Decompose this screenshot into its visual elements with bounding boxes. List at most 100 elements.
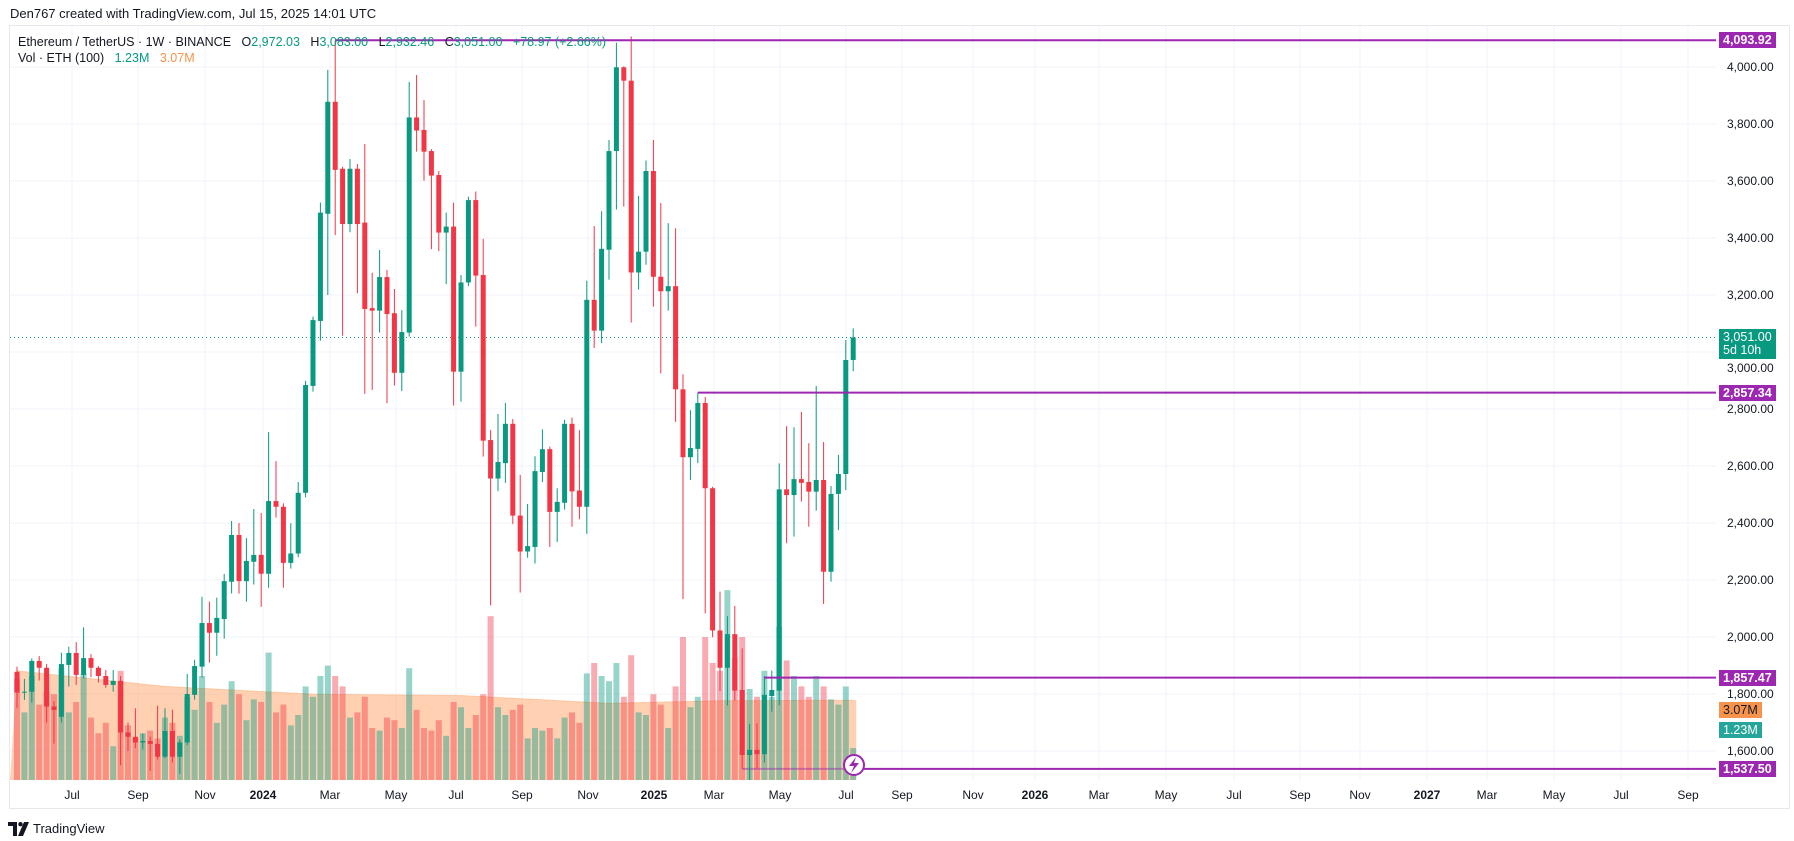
time-tick-label: Mar	[319, 788, 341, 802]
candle-body	[132, 736, 138, 743]
candle-body	[44, 667, 50, 707]
price-tick-label: 3,600.00	[1727, 174, 1774, 188]
price-tick-label: 3,800.00	[1727, 117, 1774, 131]
candle	[229, 521, 235, 594]
candle	[451, 202, 457, 406]
price-tick-label: 2,600.00	[1727, 459, 1774, 473]
candles	[10, 36, 1716, 780]
candle	[266, 432, 272, 588]
volume-bar	[391, 720, 398, 780]
candle	[421, 100, 427, 181]
candle	[391, 289, 397, 386]
candle-body	[532, 471, 538, 547]
candle	[66, 646, 72, 687]
candle	[51, 701, 57, 744]
level-price-badge: 2,857.34	[1719, 384, 1776, 401]
time-tick-label: Jul	[1613, 788, 1629, 802]
candle-body	[458, 282, 464, 372]
volume-bar	[191, 709, 198, 780]
candle-body	[192, 666, 198, 695]
volume-bar	[347, 717, 353, 780]
volume-ma-line	[16, 670, 854, 704]
time-tick-label: Nov	[194, 788, 216, 802]
candle	[280, 503, 286, 588]
candle	[103, 670, 109, 688]
candle-body	[36, 660, 42, 668]
footer-brand-text: TradingView	[33, 821, 105, 836]
candle-body	[354, 168, 360, 225]
candle	[36, 656, 42, 681]
candle-body	[525, 546, 531, 552]
lightning-alert-icon[interactable]	[843, 754, 865, 776]
horizontal-levels[interactable]	[335, 39, 1716, 770]
price-tick-label: 3,200.00	[1727, 288, 1774, 302]
footer-brand[interactable]: TradingView	[8, 821, 105, 836]
volume-bar	[36, 704, 43, 780]
volume-bar	[554, 738, 561, 780]
candle	[169, 709, 175, 763]
volume-bar	[783, 660, 790, 780]
price-tick-label: 2,000.00	[1727, 630, 1774, 644]
volume-bar	[398, 728, 405, 780]
candle	[258, 513, 264, 607]
volume-bar	[539, 730, 546, 780]
candle-body	[621, 67, 627, 81]
candle-body	[510, 423, 516, 516]
candle-body	[51, 706, 57, 710]
volume-bar	[80, 673, 87, 780]
volume-bar	[199, 676, 205, 780]
candle-body	[798, 479, 804, 483]
candle	[702, 397, 708, 614]
candle-body	[584, 299, 590, 507]
volume-bar	[310, 696, 316, 780]
chart-legend: Ethereum / TetherUS · 1W · BINANCE O2,97…	[18, 34, 606, 66]
legend-symbol[interactable]: Ethereum / TetherUS · 1W · BINANCE	[18, 35, 232, 49]
volume-bar	[73, 702, 80, 780]
volume-bar	[125, 725, 131, 780]
volume-bar	[694, 696, 701, 780]
candle-body	[710, 488, 716, 631]
candle-body	[732, 634, 738, 691]
candle	[488, 430, 494, 606]
candle-body	[451, 226, 457, 372]
volume-bar	[509, 709, 516, 780]
time-tick-label: Sep	[1289, 788, 1311, 802]
legend-low-label: L	[378, 35, 386, 49]
time-tick-label: Jul	[64, 788, 80, 802]
candle-body	[243, 560, 249, 582]
candle-body	[761, 694, 767, 755]
candle-body	[658, 276, 664, 292]
time-tick-label: Jul	[448, 788, 464, 802]
candle	[140, 733, 146, 750]
volume-bar	[428, 730, 435, 780]
candle-body	[673, 286, 679, 390]
candle	[791, 427, 797, 537]
price-tick-label: 2,800.00	[1727, 402, 1774, 416]
candle	[569, 417, 575, 527]
time-tick-label: Sep	[891, 788, 913, 802]
legend-volume-label[interactable]: Vol · ETH (100)	[18, 51, 105, 65]
candle-body	[650, 171, 656, 277]
candle	[288, 523, 294, 569]
candle	[273, 461, 279, 518]
candle	[406, 81, 412, 337]
candle	[125, 722, 131, 751]
volume-bar	[295, 715, 302, 780]
price-tick-label: 2,400.00	[1727, 516, 1774, 530]
candle	[184, 674, 190, 746]
candle-body	[465, 200, 471, 283]
time-tick-label: Nov	[577, 788, 599, 802]
time-tick-label: May	[1542, 788, 1566, 802]
candle-body	[591, 299, 597, 331]
candle-body	[288, 553, 294, 563]
legend-close: 3,051.00	[453, 35, 503, 49]
candle-body	[643, 171, 649, 252]
price-tick-label: 3,400.00	[1727, 231, 1774, 245]
candle	[480, 238, 486, 457]
volume-bar	[413, 709, 420, 780]
volume-bar	[376, 730, 383, 780]
time-tick-label: Jul	[1226, 788, 1242, 802]
candle-body	[636, 251, 642, 273]
chart-frame	[9, 25, 1790, 809]
